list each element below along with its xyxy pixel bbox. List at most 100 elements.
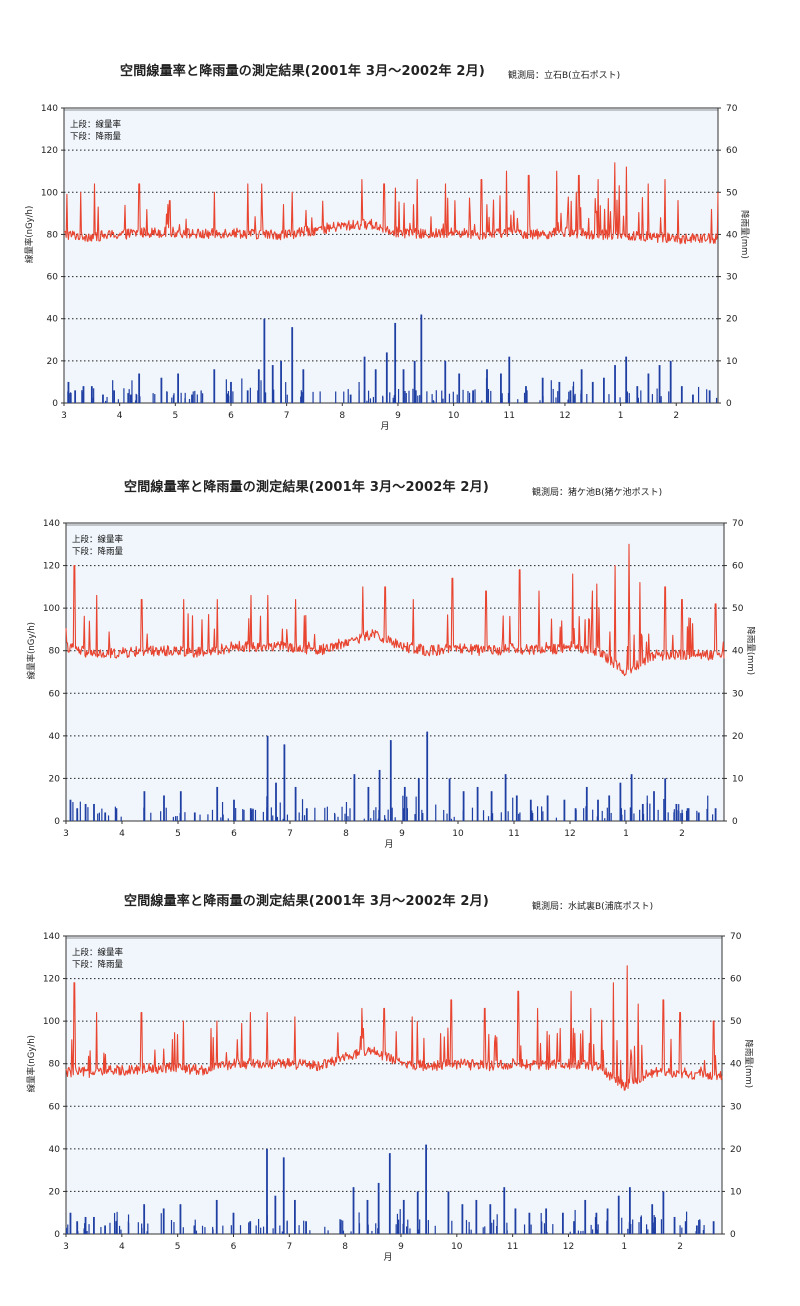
rain-bar-minor [448,393,451,403]
rain-bar-minor [174,816,177,821]
rain-bar [647,373,650,403]
rain-bar-minor [98,812,100,821]
rain-bar-minor [685,810,688,821]
rain-bar-minor [242,809,244,821]
rain-bar-minor [184,392,186,403]
rain-bar-minor [407,1219,409,1234]
x-tick-label: 6 [231,1242,237,1252]
rain-bar-minor [113,1212,116,1234]
y-tick-label-left: 120 [43,975,60,985]
rain-bar-minor [243,809,245,821]
rain-bar-minor [68,393,70,403]
rain-bar-minor [592,1229,594,1234]
rain-bar-minor [114,806,116,821]
rain-bar-minor [384,815,386,821]
rain-bar-minor [272,1228,274,1234]
rain-bar-minor [530,1224,532,1234]
rain-bar [602,377,605,403]
rain-bar-minor [337,816,339,821]
rain-bar-minor [679,1225,681,1234]
rain-bar-minor [319,391,321,403]
rain-bar-minor [543,1223,546,1234]
y-tick-label-right: 70 [730,932,742,942]
rain-bar-minor [286,1221,288,1234]
rain-bar-minor [363,390,366,403]
rain-bar-minor [663,798,665,821]
rain-bar-minor [575,809,577,821]
x-tick-label: 3 [61,411,67,421]
rain-bar-minor [624,809,626,821]
rain-bar [163,795,165,821]
rain-bar-minor [104,400,107,403]
rain-bar-minor [257,1218,260,1234]
rain-bar [84,1216,87,1234]
x-tick-label: 2 [677,1242,683,1252]
rain-bar [608,795,611,821]
rain-bar-minor [262,811,264,821]
rain-bar [692,394,694,403]
rain-bar-minor [501,393,503,403]
rain-bar-minor [324,807,326,821]
rain-bar-minor [629,807,631,821]
rain-bar [366,1199,369,1234]
y-axis-label-left: 線量率(nGy/h) [26,622,37,679]
rain-bar-minor [335,391,337,403]
rain-bar-minor [76,812,79,821]
x-tick-label: 8 [343,829,349,839]
rain-bar [363,356,366,403]
rain-bar-minor [649,803,651,821]
rain-bar-minor [241,378,243,403]
rain-bar-minor [706,389,708,403]
rain-bar-minor [276,816,278,821]
rain-bar-minor [120,816,122,821]
rain-bar-minor [633,813,635,821]
y-axis-label-left: 線量率(nGy/h) [26,1035,37,1092]
rain-bar-minor [301,392,303,403]
rain-bar-minor [539,400,541,403]
rain-bar-minor [301,815,304,821]
y-tick-label-right: 60 [730,975,742,985]
rain-bar-minor [260,1227,262,1234]
legend-upper: 上段：線量率 [70,119,122,130]
rain-bar-minor [577,1230,580,1234]
rain-bar-minor [592,809,594,821]
x-tick-label: 11 [504,411,515,421]
rain-bar-minor [76,1223,79,1234]
rain-bar [546,795,549,821]
y-tick-label-left: 40 [49,1145,61,1155]
rain-bar-minor [273,389,275,403]
rain-bar-minor [630,1224,632,1234]
y-tick-label-right: 20 [732,732,744,742]
rain-bar-minor [651,394,654,403]
rain-bar [545,1208,548,1234]
y-axis-label-right: 降雨量(mm) [743,1039,754,1088]
rain-bar [84,803,87,821]
x-tick-label: 4 [117,411,123,421]
rain-bar-minor [291,390,293,403]
x-tick-label: 9 [395,411,401,421]
y-tick-label-right: 50 [732,604,744,614]
rain-bar-minor [542,811,544,821]
rain-bar-minor [375,1223,377,1234]
rain-bar-minor [286,394,288,403]
rain-bar-minor [668,391,670,403]
rain-bar [504,774,507,821]
chart-title: 空間線量率と降雨量の測定結果(2001年 3月～2002年 2月) [124,894,489,909]
rain-bar-minor [406,808,408,821]
rain-bar-minor [451,1220,453,1234]
rain-bar-minor [557,391,559,403]
y-tick-label-left: 40 [47,315,59,325]
rain-bar [458,373,461,403]
rain-bar [213,369,216,403]
rain-bar-minor [443,809,445,821]
rain-bar-minor [409,1228,411,1234]
rain-bar [305,808,308,821]
rain-bar-minor [490,390,492,403]
rain-bar-minor [106,396,108,403]
rain-bar-minor [404,391,406,403]
rain-bar [389,740,392,821]
rain-bar-minor [526,390,528,403]
rain-bar-minor [474,389,476,403]
rain-bar-minor [334,814,336,821]
rain-bar-minor [567,399,569,403]
